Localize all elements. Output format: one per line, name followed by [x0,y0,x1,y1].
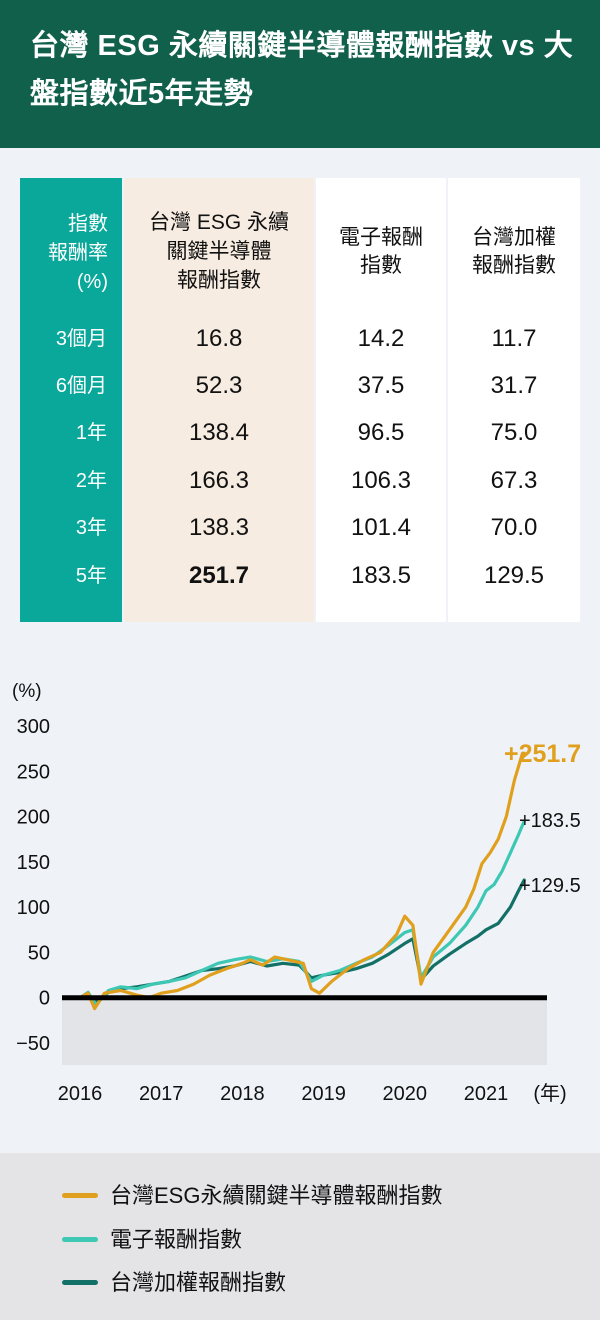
series-end-label: +251.7 [504,740,581,768]
series-end-label: +129.5 [519,875,581,897]
x-tick-label: 2017 [139,1083,184,1105]
table-column-taiex-index: 台灣加權 報酬指數 11.7 31.7 75.0 67.3 70.0 129.5 [448,178,580,622]
table-cell: 37.5 [357,372,405,399]
table-cell: 138.3 [188,514,250,541]
table-cell: 52.3 [195,372,243,399]
column-header: 台灣 ESG 永續 關鍵半導體 報酬指數 [148,211,290,292]
period-label: 3年 [75,517,107,539]
table-cell: 96.5 [357,419,405,446]
x-tick-label: 2021 [464,1083,509,1105]
table-cell: 129.5 [483,562,545,589]
legend-swatch [62,1237,98,1242]
table-cell: 106.3 [350,467,412,494]
table-cell: 101.4 [350,514,412,541]
row-header-label: 指數 報酬率 (%) [48,213,108,293]
y-tick-label: 0 [39,988,50,1010]
series-end-label: +183.5 [519,810,581,832]
column-header: 電子報酬 指數 [339,226,423,277]
header-banner: 台灣 ESG 永續關鍵半導體報酬指數 vs 大盤指數近5年走勢 [0,0,600,148]
table-cell: 11.7 [491,325,537,352]
column-header: 台灣加權 報酬指數 [472,226,556,277]
table-cell: 31.7 [490,372,538,399]
y-tick-label: 150 [17,852,50,874]
y-tick-label: −50 [16,1033,50,1055]
table-cell: 166.3 [188,467,250,494]
legend: 台灣ESG永續關鍵半導體報酬指數 電子報酬指數 台灣加權報酬指數 [0,1153,600,1320]
table-cell: 14.2 [357,325,405,352]
table-row-header-column: 指數 報酬率 (%) 3個月 6個月 1年 2年 3年 5年 [20,178,122,622]
x-tick-label: 2019 [301,1083,346,1105]
table-cell: 70.0 [490,514,538,541]
y-tick-label: 100 [17,897,50,919]
period-label: 1年 [75,422,107,444]
period-label: 3個月 [55,328,107,350]
x-axis-unit: (年) [533,1082,566,1105]
table-cell: 183.5 [350,562,412,589]
series-line [78,878,526,1004]
y-tick-label: 250 [17,761,50,783]
period-label: 6個月 [55,375,107,397]
x-tick-label: 2018 [220,1083,265,1105]
line-chart: (%) 300 250 200 150 100 50 0 −50 2016 2017 2018 2019… [12,681,581,1105]
legend-label: 台灣加權報酬指數 [110,1270,287,1295]
y-tick-label: 300 [17,716,50,738]
legend-swatch [62,1193,98,1198]
table-cell: 138.4 [188,419,250,446]
legend-label: 電子報酬指數 [110,1227,243,1252]
period-label: 2年 [75,470,107,492]
y-axis-unit: (%) [12,681,42,702]
page-title: 台灣 ESG 永續關鍵半導體報酬指數 vs 大盤指數近5年走勢 [30,30,574,110]
table-column-esg-index: 台灣 ESG 永續 關鍵半導體 報酬指數 16.8 52.3 138.4 166… [124,178,314,622]
series-line [78,819,526,1007]
negative-region [62,997,547,1065]
table-cell: 16.8 [195,325,243,352]
legend-swatch [62,1280,98,1285]
legend-label: 台灣ESG永續關鍵半導體報酬指數 [110,1183,443,1208]
table-cell: 75.0 [490,419,538,446]
y-tick-label: 200 [17,807,50,829]
x-tick-label: 2016 [58,1083,103,1105]
period-label: 5年 [75,565,107,587]
x-tick-label: 2020 [383,1083,428,1105]
table-column-electronics-index: 電子報酬 指數 14.2 37.5 96.5 106.3 101.4 183.5 [316,178,446,622]
table-cell: 67.3 [490,467,538,494]
y-tick-label: 50 [28,942,50,964]
table-cell-highlight: 251.7 [188,562,250,589]
